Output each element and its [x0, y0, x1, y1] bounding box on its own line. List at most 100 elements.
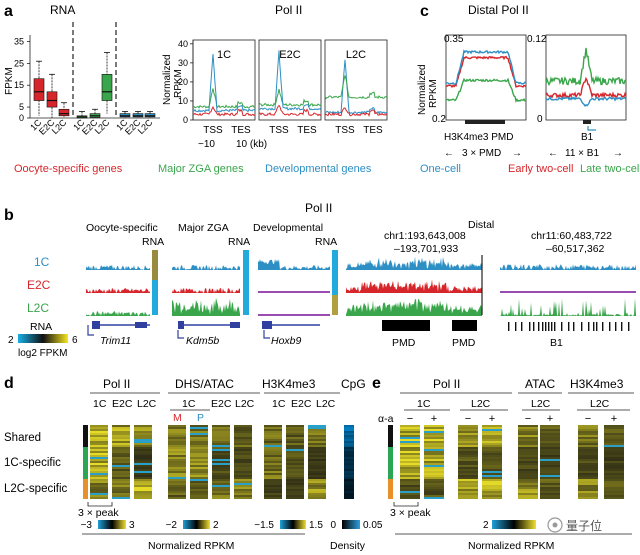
heat-cell: [112, 443, 130, 445]
d-group-bar-l2c: [83, 479, 88, 499]
heat-cell: [190, 471, 208, 473]
heat-cell: [308, 455, 326, 457]
heat-cell: [578, 443, 598, 445]
heat-cell: [212, 491, 230, 493]
heat-cell: [112, 465, 130, 467]
b1-tick: [533, 322, 535, 331]
e-colorbar: [492, 520, 536, 529]
heatmap-column: [134, 425, 152, 499]
heat-cell: [308, 483, 326, 485]
heat-cell: [134, 453, 152, 455]
heat-cell: [168, 453, 186, 455]
heat-cell: [134, 457, 152, 459]
heat-cell: [134, 429, 152, 431]
heat-cell: [234, 459, 252, 461]
e-minus: −: [525, 413, 531, 425]
heat-cell: [458, 439, 478, 441]
heat-cell: [134, 465, 152, 467]
heat-cell: [344, 445, 354, 447]
e-minus: −: [407, 413, 413, 425]
heat-cell: [400, 491, 420, 493]
heat-cell: [134, 425, 152, 427]
heat-cell: [458, 475, 478, 477]
heat-cell: [112, 427, 130, 429]
distal-right-xlabel: B1: [581, 132, 594, 143]
heat-cell: [482, 439, 502, 441]
heat-cell: [540, 435, 560, 437]
rna-scale-unit: log2 FPKM: [18, 348, 67, 359]
heat-cell: [286, 449, 304, 451]
heat-cell: [286, 475, 304, 477]
heat-cell: [90, 459, 108, 461]
rna-ytick: 35: [14, 37, 24, 47]
heat-cell: [578, 431, 598, 433]
distal-curve: [545, 96, 627, 108]
heat-cell: [212, 475, 230, 477]
distal-left-ybot: 0.2: [432, 114, 446, 125]
heat-cell: [604, 497, 624, 499]
group-oocyte: Oocyte-specific: [86, 222, 158, 234]
d-row-l2c: L2C-specific: [4, 483, 68, 495]
pol-profile-line: [258, 50, 322, 111]
legend-c-item: One-cell: [420, 163, 461, 175]
heat-cell: [424, 455, 444, 457]
heat-cell: [540, 443, 560, 445]
heat-cell: [604, 481, 624, 483]
heat-cell: [578, 457, 598, 459]
heat-cell: [518, 447, 538, 449]
signal-track: [500, 264, 636, 270]
heat-cell: [190, 427, 208, 429]
heat-cell: [212, 457, 230, 459]
heat-cell: [578, 425, 598, 427]
heat-cell: [234, 489, 252, 491]
b1-tick: [538, 322, 540, 331]
heat-cell: [424, 429, 444, 431]
pol-scale-left: −10: [198, 139, 215, 150]
heat-cell: [264, 489, 282, 491]
heat-cell: [400, 441, 420, 443]
heat-cell: [518, 497, 538, 499]
heat-cell: [190, 455, 208, 457]
heat-cell: [134, 493, 152, 495]
heat-cell: [458, 445, 478, 447]
heat-cell: [344, 471, 354, 473]
heat-cell: [604, 435, 624, 437]
heat-cell: [286, 455, 304, 457]
heat-cell: [424, 463, 444, 465]
heat-cell: [134, 445, 152, 447]
rna-label-1: RNA: [142, 236, 164, 248]
heat-cell: [134, 459, 152, 461]
heatmap-column: [212, 425, 230, 499]
heat-cell: [578, 459, 598, 461]
heat-cell: [234, 429, 252, 431]
heat-cell: [344, 457, 354, 459]
heat-cell: [264, 447, 282, 449]
heat-cell: [286, 489, 304, 491]
heat-cell: [482, 445, 502, 447]
heat-cell: [168, 455, 186, 457]
rna-bar-oocyte-l2c: [152, 295, 158, 315]
heat-cell: [424, 451, 444, 453]
heat-cell: [482, 481, 502, 483]
heat-cell: [112, 477, 130, 479]
heat-cell: [540, 495, 560, 497]
heat-cell: [234, 471, 252, 473]
distal-left-ytop: 0.35: [444, 34, 464, 45]
gene-model-kdm5b: [177, 321, 240, 339]
heat-cell: [482, 467, 502, 469]
heat-cell: [578, 471, 598, 473]
heat-cell: [458, 465, 478, 467]
heat-cell: [578, 441, 598, 443]
heat-cell: [168, 475, 186, 477]
heat-cell: [344, 425, 354, 427]
heat-cell: [234, 473, 252, 475]
heat-cell: [286, 471, 304, 473]
heat-cell: [112, 439, 130, 441]
heat-cell: [482, 453, 502, 455]
heat-cell: [344, 439, 354, 441]
heat-cell: [112, 495, 130, 497]
heat-cell: [540, 439, 560, 441]
heat-cell: [134, 447, 152, 449]
heat-cell: [540, 447, 560, 449]
heat-cell: [344, 455, 354, 457]
